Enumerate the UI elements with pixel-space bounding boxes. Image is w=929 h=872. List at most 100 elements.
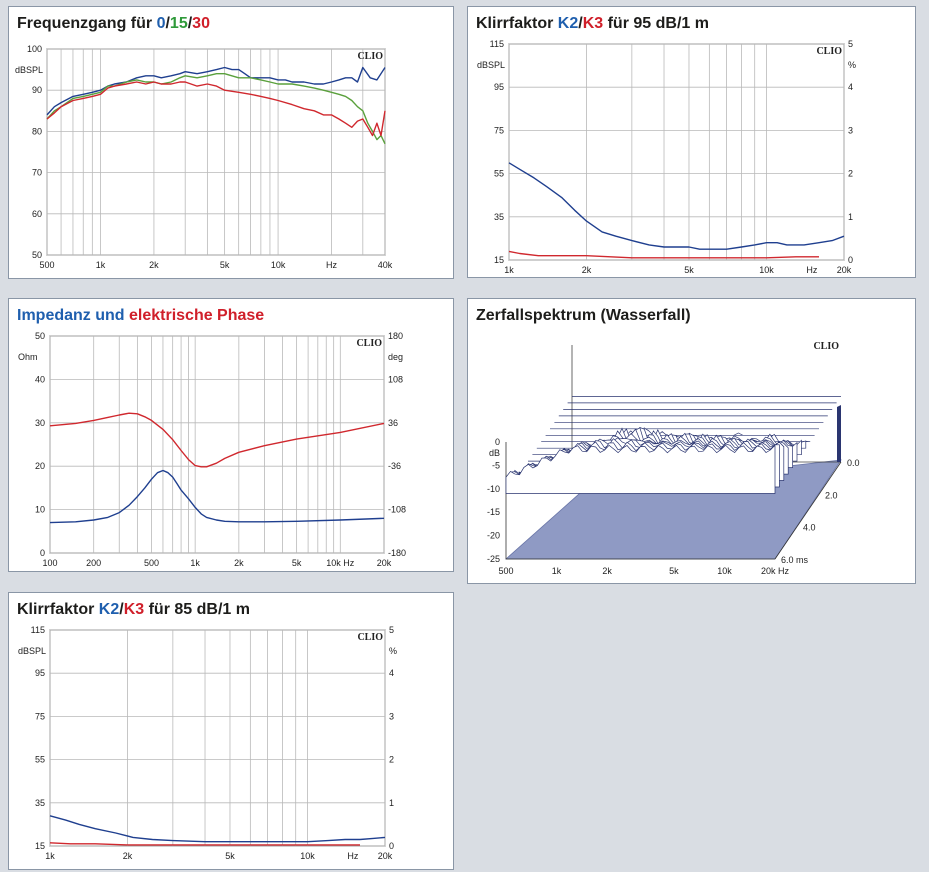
x-tick-label: 20k [377,558,392,568]
clio-logo: CLIO [357,51,383,62]
clio-logo: CLIO [813,341,839,352]
x-tick-label: 20k [837,265,852,275]
y-tick-label: 10 [35,505,45,515]
y2-tick-label: 1 [389,798,394,808]
y2-tick-label: 5 [389,625,394,635]
y-tick-label: 95 [35,668,45,678]
x-tick-label: Hz [326,260,337,270]
panel-wasserfall: Zerfallspektrum (Wasserfall) 0 -5 -10 -15 -2… [467,298,916,584]
title-sep: / [187,15,193,32]
x-tick-label: 2k [234,558,244,568]
x-tick-label: 10k [759,265,774,275]
y-tick-label: 35 [494,212,504,222]
x-tick-label: 2k [123,851,133,861]
y-tick-label: 20 [35,461,45,471]
title-phase: elektrische Phase [129,307,265,324]
y-tick-label: -5 [492,460,500,470]
series-line-phase [49,412,385,468]
series-line-k3 [49,842,360,846]
title-k3: K3 [582,15,604,32]
y2-tick-label: 180 [388,331,403,341]
x-tick-label: 200 [86,558,101,568]
x-tick-label: 10k [300,851,315,861]
y-tick-label: 30 [35,418,45,428]
title-k3: K3 [123,601,145,618]
panel-klirrfaktor-95: Klirrfaktor K2/K3 für 95 dB/1 m 115 95 75 5… [467,6,916,278]
y2-tick-label: -180 [388,548,406,558]
y2-tick-label: 4 [389,668,394,678]
y-tick-label: 90 [32,85,42,95]
title-15: 15 [169,15,188,32]
title-text: Klirrfaktor [476,15,558,32]
plot-area [508,43,845,261]
title-suffix: für 85 dB/1 m [144,601,250,618]
x-tick-label: 1k [552,566,562,576]
title-k2: K2 [557,15,579,32]
y2-tick-label: 108 [388,374,403,384]
y-tick-label: 70 [32,168,42,178]
x-tick-label: 5k [684,265,694,275]
frequenzgang-title: Frequenzgang für 0/15/30 [17,15,210,33]
z-tick-label: 4.0 [803,523,816,533]
y2-tick-label: 2 [389,755,394,765]
y2-axis-label: % [848,60,856,70]
title-sep: / [165,15,170,32]
x-tick-label: 1k [190,558,200,568]
title-k2: K2 [98,601,120,618]
series-line-30 [46,81,386,137]
y-tick-label: 40 [35,374,45,384]
y-tick-label: 80 [32,126,42,136]
y2-tick-label: 4 [848,82,853,92]
y2-tick-label: 5 [848,39,853,49]
x-tick-label: 5k [669,566,679,576]
series-line-k2 [49,815,386,843]
y-tick-label: 60 [32,209,42,219]
x-tick-label: Hz [806,265,817,275]
y-tick-label: 75 [35,711,45,721]
y2-tick-label: 0 [389,841,394,851]
y-axis-label: dB [489,448,500,458]
title-sep: / [119,601,124,618]
panel-klirrfaktor-85: Klirrfaktor K2/K3 für 85 dB/1 m 115 95 75 5… [8,592,454,870]
plot-area [46,48,386,256]
y-tick-label: 100 [27,44,42,54]
y-tick-label: 0 [40,548,45,558]
y-tick-label: -20 [487,531,500,541]
clio-logo: CLIO [816,46,842,57]
series-line-impedanz [49,469,385,524]
y2-tick-label: 0 [848,255,853,265]
x-tick-label: 100 [42,558,57,568]
y-tick-label: -10 [487,484,500,494]
x-tick-label: 500 [498,566,513,576]
x-tick-label: 20k Hz [761,566,790,576]
y2-tick-label: 36 [388,418,398,428]
x-tick-label: 2k [582,265,592,275]
x-tick-label: 500 [39,260,54,270]
y2-tick-label: 3 [848,125,853,135]
x-tick-label: 1k [45,851,55,861]
title-impedanz: Impedanz und [17,307,129,324]
series-line-15 [46,72,386,145]
y-tick-label: 115 [31,625,45,635]
y-tick-label: 50 [32,250,42,260]
panel-frequenzgang: Frequenzgang für 0/15/30 100 90 80 70 60 50 50… [8,6,454,279]
title-0: 0 [156,15,166,32]
waterfall-edge [837,405,841,462]
panel-impedanz: Impedanz und elektrische Phase 50 40 30 20 1… [8,298,454,572]
klirrfaktor-95-title: Klirrfaktor K2/K3 für 95 dB/1 m [476,15,709,33]
x-tick-label: Hz [347,851,358,861]
x-tick-label: 5k [220,260,230,270]
z-tick-label: 0.0 [847,458,860,468]
title-30: 30 [192,15,210,32]
y-tick-label: 55 [494,169,504,179]
klirrfaktor-85-title: Klirrfaktor K2/K3 für 85 dB/1 m [17,601,250,619]
clio-logo: CLIO [357,632,383,643]
y2-tick-label: 1 [848,212,853,222]
wasserfall-title: Zerfallspektrum (Wasserfall) [476,307,691,324]
y-tick-label: 15 [35,841,45,851]
y-tick-label: 0 [495,437,500,447]
x-tick-label: 40k [378,260,393,270]
y-axis-label: dBSPL [477,60,505,70]
x-tick-label: 1k [96,260,106,270]
x-tick-label: 1k [504,265,514,275]
